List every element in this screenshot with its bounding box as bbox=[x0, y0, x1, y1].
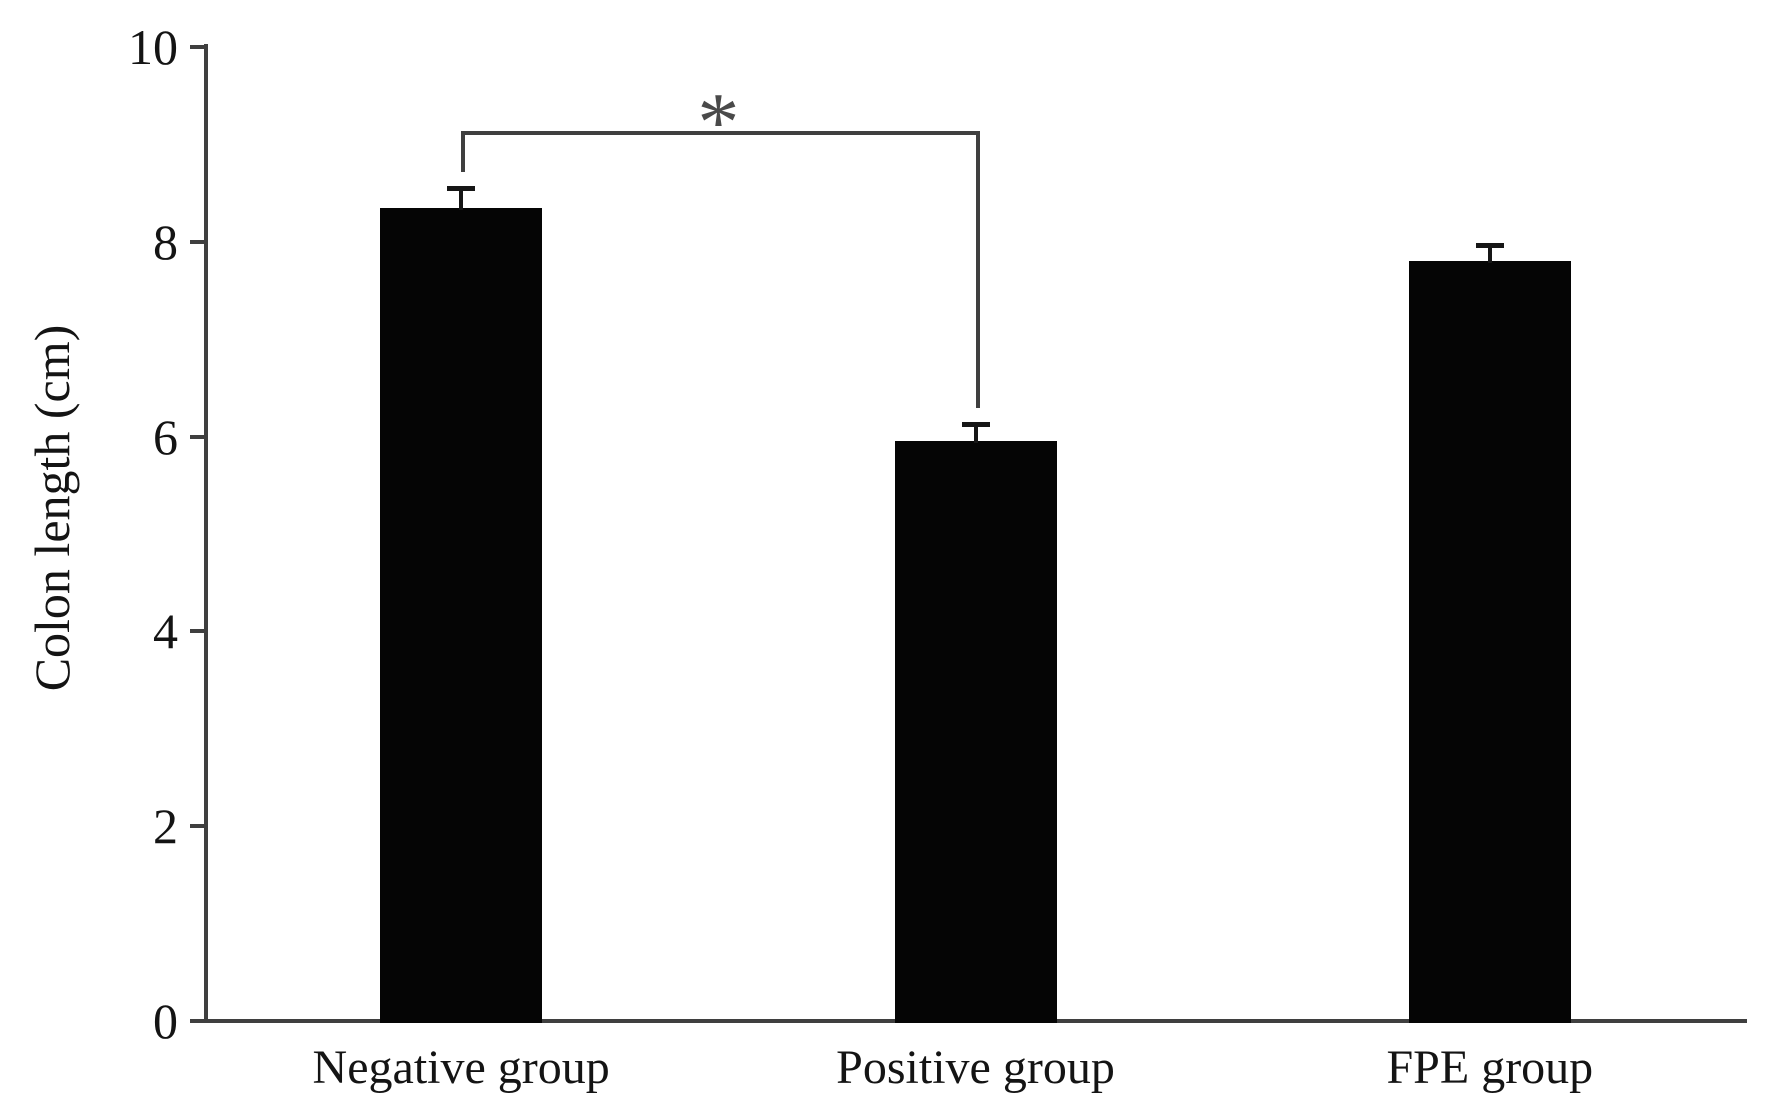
y-axis-title: Colon length (cm) bbox=[24, 324, 80, 692]
y-tick-mark-2 bbox=[190, 824, 204, 829]
y-tick-mark-8 bbox=[190, 239, 204, 244]
bar-positive-group bbox=[894, 441, 1057, 1023]
y-tick-label-10: 10 bbox=[128, 19, 178, 75]
y-tick-label-2: 2 bbox=[153, 798, 178, 855]
y-tick-label-8: 8 bbox=[153, 213, 178, 270]
significance-asterisk: * bbox=[697, 76, 740, 169]
x-axis-label-positive-group: Positive group bbox=[836, 1041, 1115, 1094]
significance-bracket-left-drop bbox=[461, 131, 466, 173]
y-axis-line bbox=[204, 44, 208, 1023]
significance-bracket-horizontal bbox=[461, 131, 980, 135]
bar-fpe-group bbox=[1408, 261, 1571, 1023]
error-bar-cap-positive-group bbox=[961, 421, 990, 427]
significance-bracket-right-drop bbox=[975, 131, 980, 408]
y-tick-mark-6 bbox=[190, 434, 204, 439]
x-axis-label-negative-group: Negative group bbox=[312, 1041, 610, 1094]
error-bar-cap-fpe-group bbox=[1475, 242, 1504, 248]
y-tick-label-0: 0 bbox=[153, 993, 178, 1049]
x-axis-label-fpe-group: FPE group bbox=[1386, 1041, 1594, 1094]
y-tick-mark-10 bbox=[190, 45, 204, 49]
error-bar-whisker-fpe-group bbox=[1487, 244, 1492, 264]
error-bar-cap-negative-group bbox=[447, 186, 476, 192]
y-tick-label-4: 4 bbox=[153, 603, 178, 660]
error-bar-whisker-positive-group bbox=[973, 423, 978, 444]
y-tick-mark-0 bbox=[190, 1019, 204, 1023]
y-tick-mark-4 bbox=[190, 629, 204, 634]
bar-negative-group bbox=[380, 207, 543, 1023]
error-bar-whisker-negative-group bbox=[459, 188, 464, 210]
y-tick-label-6: 6 bbox=[153, 408, 178, 465]
